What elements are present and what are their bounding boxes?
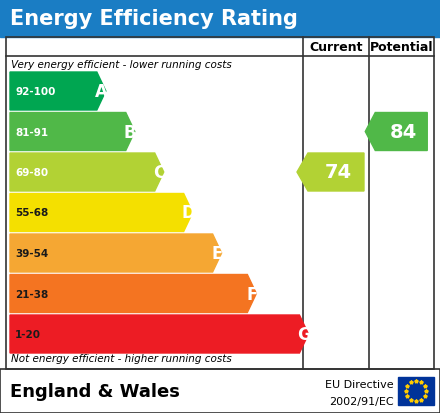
Bar <box>6 38 434 369</box>
Polygon shape <box>10 113 135 151</box>
Text: 69-80: 69-80 <box>15 168 48 178</box>
Text: 55-68: 55-68 <box>15 208 48 218</box>
Polygon shape <box>10 73 106 111</box>
Text: England & Wales: England & Wales <box>10 382 180 400</box>
Bar <box>0 0 440 38</box>
Text: EU Directive: EU Directive <box>325 380 394 389</box>
Text: A: A <box>95 83 108 101</box>
Text: D: D <box>181 204 195 222</box>
Bar <box>398 377 434 405</box>
Polygon shape <box>10 154 164 192</box>
Text: Not energy efficient - higher running costs: Not energy efficient - higher running co… <box>11 353 232 363</box>
Text: 92-100: 92-100 <box>15 87 55 97</box>
Text: Current: Current <box>309 41 363 54</box>
Text: 84: 84 <box>390 123 417 142</box>
Text: 2002/91/EC: 2002/91/EC <box>330 396 394 406</box>
Text: Energy Efficiency Rating: Energy Efficiency Rating <box>10 9 298 29</box>
Text: E: E <box>212 244 223 262</box>
Text: G: G <box>297 325 311 343</box>
Bar <box>0 369 440 413</box>
Text: 39-54: 39-54 <box>15 248 48 259</box>
Text: 21-38: 21-38 <box>15 289 48 299</box>
Polygon shape <box>297 154 364 192</box>
Text: 74: 74 <box>324 163 352 182</box>
Polygon shape <box>10 315 308 353</box>
Polygon shape <box>10 194 193 232</box>
Polygon shape <box>10 235 222 272</box>
Polygon shape <box>10 275 257 313</box>
Polygon shape <box>365 113 427 151</box>
Text: B: B <box>124 123 136 141</box>
Text: 1-20: 1-20 <box>15 329 41 339</box>
Text: F: F <box>246 285 257 303</box>
Bar <box>0 369 440 413</box>
Text: Very energy efficient - lower running costs: Very energy efficient - lower running co… <box>11 60 232 70</box>
Text: Potential: Potential <box>370 41 433 54</box>
Text: C: C <box>153 164 165 182</box>
Text: 81-91: 81-91 <box>15 127 48 137</box>
